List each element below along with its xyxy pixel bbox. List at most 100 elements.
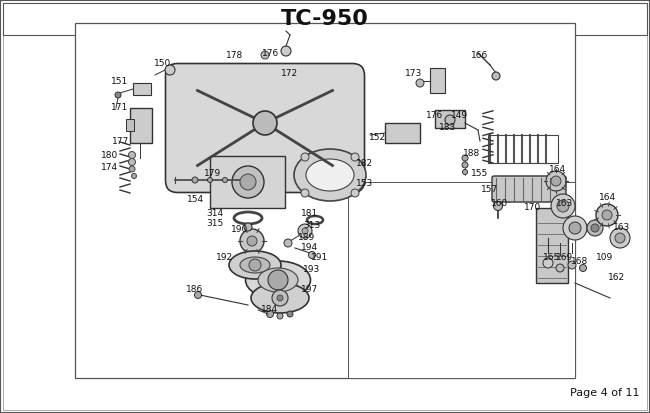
Circle shape xyxy=(277,313,283,319)
Ellipse shape xyxy=(258,268,298,292)
Circle shape xyxy=(301,189,309,197)
Circle shape xyxy=(240,174,256,190)
Bar xyxy=(210,156,285,208)
Bar xyxy=(385,123,420,143)
Circle shape xyxy=(563,216,587,240)
Circle shape xyxy=(556,264,564,272)
Text: 153: 153 xyxy=(356,178,374,188)
Bar xyxy=(130,108,152,143)
Circle shape xyxy=(551,176,561,186)
Text: 164: 164 xyxy=(549,166,567,175)
Text: 172: 172 xyxy=(281,69,298,78)
Circle shape xyxy=(463,169,467,175)
Text: 162: 162 xyxy=(608,273,625,282)
Circle shape xyxy=(129,159,135,166)
Text: 314: 314 xyxy=(207,209,224,218)
Text: 157: 157 xyxy=(482,185,499,195)
Text: 183: 183 xyxy=(439,123,456,133)
Text: 315: 315 xyxy=(207,218,224,228)
Text: 150: 150 xyxy=(155,59,172,69)
Circle shape xyxy=(462,155,468,161)
Circle shape xyxy=(222,178,227,183)
Text: 176: 176 xyxy=(263,50,280,59)
Text: 163: 163 xyxy=(556,199,573,207)
Circle shape xyxy=(602,210,612,220)
Circle shape xyxy=(232,166,264,198)
Bar xyxy=(536,208,568,283)
Circle shape xyxy=(298,224,312,238)
Circle shape xyxy=(587,220,603,236)
Text: 171: 171 xyxy=(111,104,129,112)
Circle shape xyxy=(266,311,274,318)
Ellipse shape xyxy=(306,159,354,191)
Circle shape xyxy=(596,204,618,226)
Circle shape xyxy=(615,233,625,243)
Circle shape xyxy=(557,200,569,212)
Text: 149: 149 xyxy=(452,111,469,119)
Text: 155: 155 xyxy=(471,169,489,178)
Text: 176: 176 xyxy=(426,111,443,119)
Text: 179: 179 xyxy=(204,169,222,178)
Bar xyxy=(430,68,445,93)
Text: 197: 197 xyxy=(302,285,318,294)
Circle shape xyxy=(194,292,202,299)
Text: 182: 182 xyxy=(356,159,374,169)
Text: 313: 313 xyxy=(304,221,320,230)
Circle shape xyxy=(551,194,575,218)
Text: 194: 194 xyxy=(302,244,318,252)
Text: 160: 160 xyxy=(491,199,508,207)
Text: 191: 191 xyxy=(311,254,329,263)
FancyBboxPatch shape xyxy=(492,176,566,202)
Circle shape xyxy=(129,166,135,172)
Circle shape xyxy=(165,65,175,75)
Circle shape xyxy=(281,46,291,56)
Ellipse shape xyxy=(251,283,309,313)
Circle shape xyxy=(129,152,135,159)
FancyBboxPatch shape xyxy=(166,64,365,192)
Circle shape xyxy=(445,115,455,125)
Circle shape xyxy=(591,224,599,232)
Circle shape xyxy=(546,171,566,191)
Circle shape xyxy=(287,311,293,317)
Circle shape xyxy=(277,295,283,301)
Circle shape xyxy=(207,178,213,183)
Circle shape xyxy=(610,228,630,248)
Text: 109: 109 xyxy=(597,254,614,263)
Text: 174: 174 xyxy=(101,164,118,173)
Circle shape xyxy=(301,153,309,161)
Bar xyxy=(348,182,575,378)
Circle shape xyxy=(284,239,292,247)
Circle shape xyxy=(261,51,269,59)
Bar xyxy=(488,135,558,163)
Circle shape xyxy=(192,177,198,183)
Circle shape xyxy=(309,252,315,259)
Text: 184: 184 xyxy=(261,304,279,313)
Text: 152: 152 xyxy=(369,133,387,142)
Text: 193: 193 xyxy=(304,266,320,275)
Circle shape xyxy=(247,236,257,246)
Circle shape xyxy=(492,72,500,80)
Bar xyxy=(75,23,575,378)
Text: 168: 168 xyxy=(571,256,589,266)
Text: 163: 163 xyxy=(614,223,630,232)
Text: 169: 169 xyxy=(556,254,573,263)
Circle shape xyxy=(244,223,252,231)
Ellipse shape xyxy=(246,261,311,299)
Circle shape xyxy=(249,259,261,271)
Text: 151: 151 xyxy=(111,76,129,85)
Circle shape xyxy=(543,258,553,268)
Text: 166: 166 xyxy=(471,50,489,59)
Circle shape xyxy=(272,290,288,306)
Circle shape xyxy=(302,228,308,234)
Text: 188: 188 xyxy=(463,149,480,157)
Text: 181: 181 xyxy=(302,209,318,218)
Circle shape xyxy=(580,264,586,271)
Text: 186: 186 xyxy=(187,285,203,294)
Bar xyxy=(435,110,465,128)
Text: 192: 192 xyxy=(216,252,233,261)
Text: 165: 165 xyxy=(543,254,560,263)
Text: Page 4 of 11: Page 4 of 11 xyxy=(571,388,640,398)
Ellipse shape xyxy=(294,149,366,201)
Bar xyxy=(3,3,647,35)
Bar xyxy=(126,119,134,131)
